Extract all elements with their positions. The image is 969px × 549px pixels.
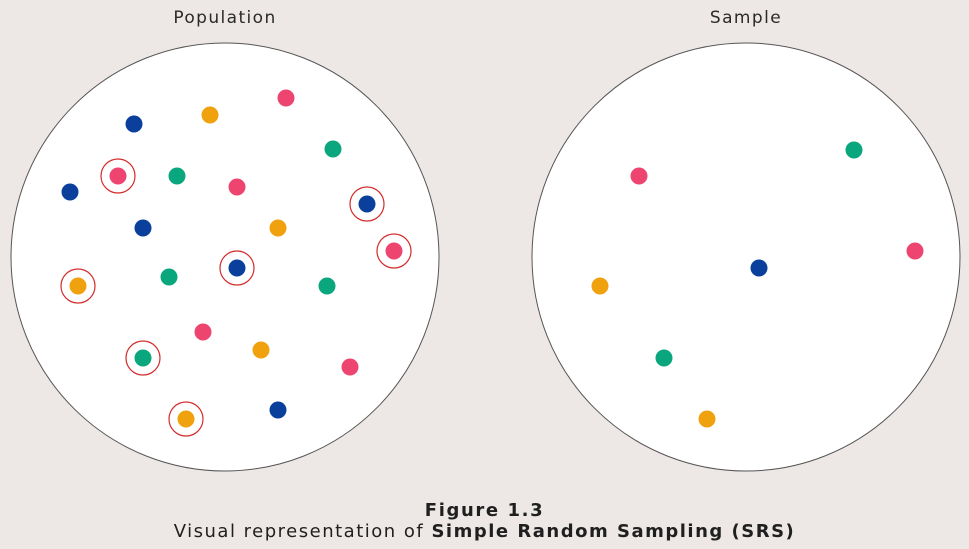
population-dot-blue	[61, 183, 79, 201]
population-dot-orange	[201, 106, 219, 124]
population-dot-pink	[109, 167, 127, 185]
population-dot-blue	[228, 259, 246, 277]
sample-dot-blue	[750, 259, 768, 277]
selection-ring	[60, 268, 96, 304]
population-dot-pink	[194, 323, 212, 341]
sample-dots	[591, 141, 924, 428]
population-dots	[60, 89, 412, 437]
sample-dot-green	[655, 349, 673, 367]
population-dot-blue	[269, 401, 287, 419]
selection-ring	[376, 233, 412, 269]
population-dot-green	[318, 277, 336, 295]
selection-ring	[349, 186, 385, 222]
population-dot-green	[324, 140, 342, 158]
selection-ring	[168, 401, 204, 437]
population-dot-orange	[252, 341, 270, 359]
selection-ring	[219, 250, 255, 286]
sample-dot-pink	[630, 167, 648, 185]
population-dot-pink	[385, 242, 403, 260]
population-dot-pink	[228, 178, 246, 196]
sample-dot-orange	[698, 410, 716, 428]
figure-caption: Visual representation of Simple Random S…	[0, 521, 969, 542]
selection-ring	[100, 158, 136, 194]
population-dot-blue	[125, 115, 143, 133]
population-dot-blue	[358, 195, 376, 213]
population-circle	[10, 42, 440, 472]
sample-dot-pink	[906, 242, 924, 260]
population-title: Population	[173, 8, 277, 28]
population-dot-orange	[177, 410, 195, 428]
population-dot-pink	[277, 89, 295, 107]
population-dot-green	[168, 167, 186, 185]
population-dot-pink	[341, 358, 359, 376]
caption-prefix: Visual representation of	[173, 521, 432, 542]
population-dot-green	[160, 268, 178, 286]
sample-dot-green	[845, 141, 863, 159]
sample-title: Sample	[709, 8, 783, 28]
population-dot-orange	[69, 277, 87, 295]
population-dot-blue	[134, 219, 152, 237]
selection-ring	[125, 340, 161, 376]
sample-dot-orange	[591, 277, 609, 295]
sample-circle	[531, 42, 961, 472]
caption-bold: Simple Random Sampling (SRS)	[431, 521, 796, 542]
population-dot-green	[134, 349, 152, 367]
population-dot-orange	[269, 219, 287, 237]
figure-number: Figure 1.3	[424, 500, 545, 521]
